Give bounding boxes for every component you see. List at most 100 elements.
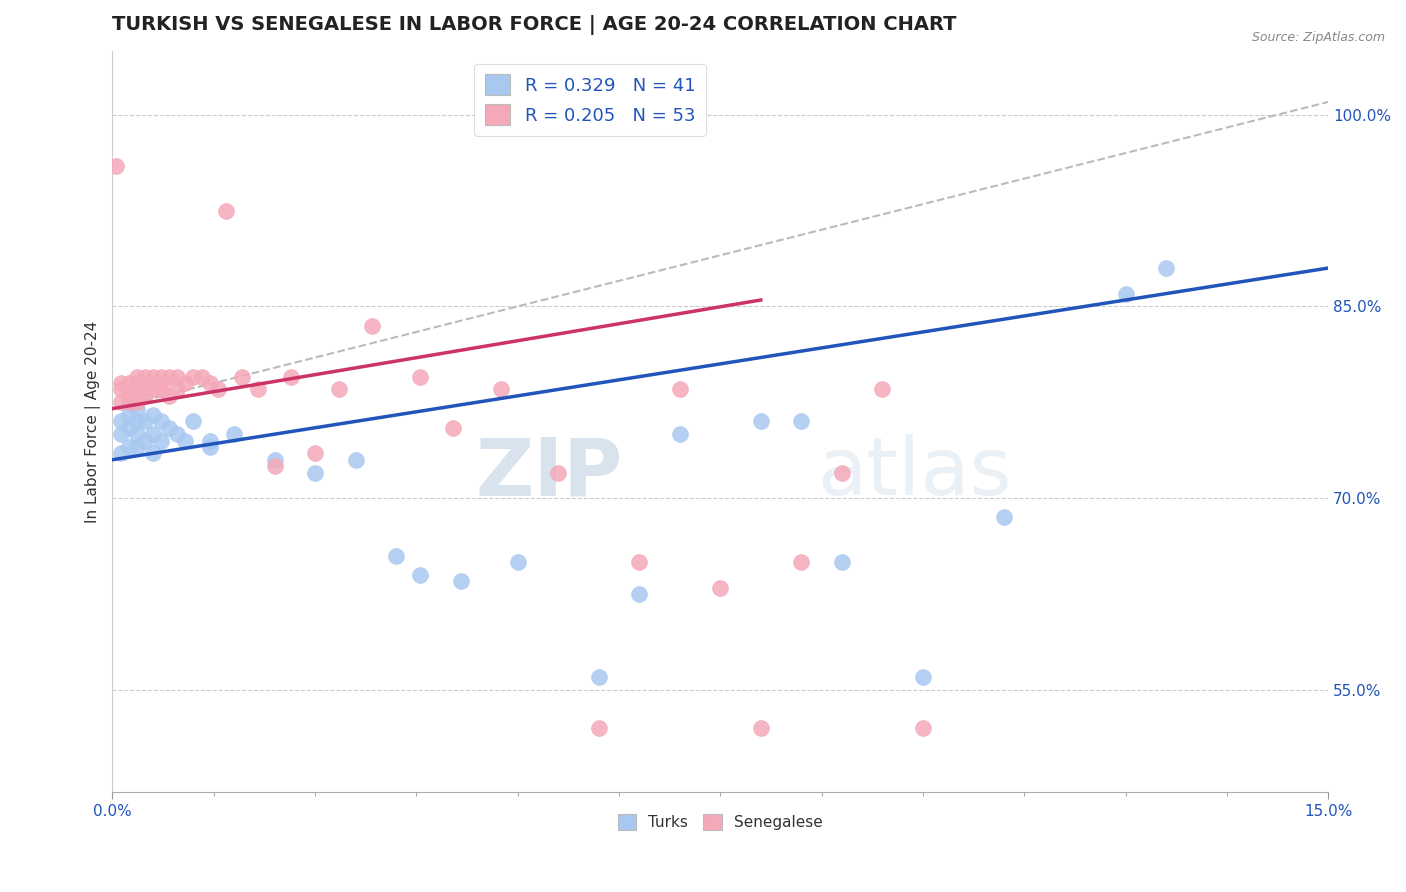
Point [709,581,731,595]
Point [110,383,132,397]
Point [117,383,139,397]
Point [142,383,165,397]
Point [150,383,173,397]
Point [668,427,690,442]
Point [117,440,139,454]
Point [134,414,156,428]
Point [166,383,188,397]
Point [491,383,513,397]
Point [110,395,132,409]
Point [125,427,148,442]
Text: ZIP: ZIP [475,434,623,512]
Point [831,466,853,480]
Point [150,414,173,428]
Point [117,408,139,422]
Point [911,721,934,735]
Point [190,369,212,384]
Point [628,555,651,569]
Point [134,434,156,448]
Point [150,369,173,384]
Point [749,721,772,735]
Point [993,510,1015,524]
Point [134,389,156,403]
Point [344,452,367,467]
Point [157,369,180,384]
Point [198,440,221,454]
Point [360,318,382,333]
Point [110,427,132,442]
Point [1115,286,1137,301]
Point [110,376,132,390]
Point [506,555,529,569]
Point [911,670,934,684]
Legend: Turks, Senegalese: Turks, Senegalese [612,808,830,836]
Point [142,446,165,460]
Point [125,369,148,384]
Point [117,421,139,435]
Point [142,369,165,384]
Point [125,414,148,428]
Point [150,434,173,448]
Point [125,395,148,409]
Point [166,427,188,442]
Point [222,427,245,442]
Point [198,434,221,448]
Point [142,427,165,442]
Point [304,466,326,480]
Point [628,587,651,601]
Point [125,401,148,416]
Point [872,383,894,397]
Point [263,452,285,467]
Point [304,446,326,460]
Point [150,376,173,390]
Point [174,376,197,390]
Point [134,376,156,390]
Point [790,555,813,569]
Point [385,549,408,563]
Point [166,369,188,384]
Point [1154,261,1177,276]
Point [110,414,132,428]
Point [450,574,472,588]
Point [328,383,350,397]
Point [125,376,148,390]
Point [157,389,180,403]
Point [110,446,132,460]
Point [142,408,165,422]
Point [125,383,148,397]
Y-axis label: In Labor Force | Age 20-24: In Labor Force | Age 20-24 [86,320,101,523]
Point [207,383,229,397]
Point [409,567,432,582]
Point [157,421,180,435]
Point [409,369,432,384]
Point [142,376,165,390]
Point [588,721,610,735]
Point [247,383,270,397]
Point [280,369,302,384]
Text: TURKISH VS SENEGALESE IN LABOR FORCE | AGE 20-24 CORRELATION CHART: TURKISH VS SENEGALESE IN LABOR FORCE | A… [112,15,957,35]
Point [441,421,464,435]
Point [183,414,205,428]
Point [117,389,139,403]
Text: atlas: atlas [817,434,1012,512]
Point [134,383,156,397]
Point [125,389,148,403]
Point [831,555,853,569]
Point [588,670,610,684]
Point [215,203,238,218]
Point [125,440,148,454]
Point [134,369,156,384]
Text: Source: ZipAtlas.com: Source: ZipAtlas.com [1251,31,1385,45]
Point [749,414,772,428]
Point [174,434,197,448]
Point [668,383,690,397]
Point [547,466,569,480]
Point [117,395,139,409]
Point [183,369,205,384]
Point [105,159,128,173]
Point [790,414,813,428]
Point [263,459,285,474]
Point [231,369,253,384]
Point [198,376,221,390]
Point [117,376,139,390]
